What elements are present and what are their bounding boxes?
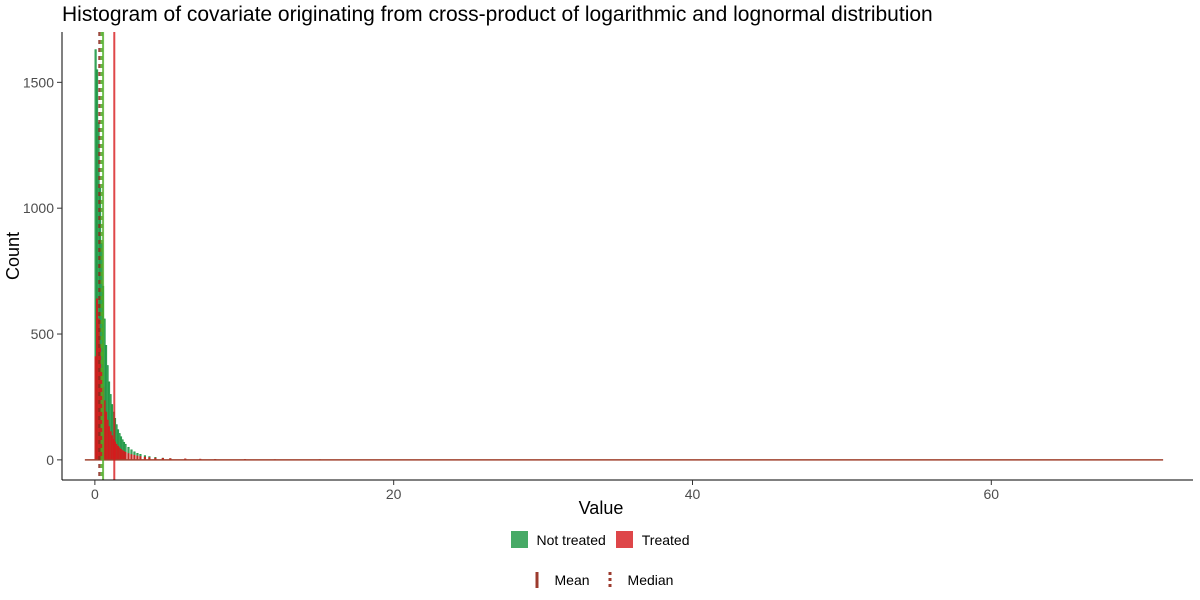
- chart-title: Histogram of covariate originating from …: [62, 3, 933, 26]
- x-tick-label-40: 40: [685, 486, 701, 502]
- x-tick-label-20: 20: [386, 486, 402, 502]
- axes-layer: 0 20 40 60 0 500 1000 1500: [23, 32, 1193, 502]
- y-axis-title: Count: [3, 232, 23, 280]
- legend-label-not-treated: Not treated: [536, 531, 606, 548]
- y-tick-label-0: 0: [46, 452, 54, 468]
- legend-label-mean: Mean: [554, 572, 590, 588]
- line-legend: Mean Median: [0, 570, 1200, 590]
- y-tick-label-500: 500: [31, 326, 55, 342]
- legend-swatch-treated: [615, 531, 633, 548]
- legend-key-mean: [535, 572, 539, 588]
- reference-lines-layer: [98, 32, 116, 480]
- x-axis-title: Value: [579, 498, 624, 518]
- legend-label-treated: Treated: [641, 531, 690, 548]
- legend-swatch-not-treated: [510, 531, 528, 548]
- legend-key-median: [608, 572, 612, 588]
- x-tick-label-0: 0: [91, 486, 99, 502]
- legend-item-mean: Mean: [527, 570, 590, 590]
- bars-layer: [84, 49, 1164, 461]
- x-tick-label-60: 60: [984, 486, 1000, 502]
- legend-label-median: Median: [627, 572, 674, 588]
- y-tick-label-1000: 1000: [23, 200, 54, 216]
- fill-legend: Not treated Treated: [0, 531, 1200, 548]
- legend-item-median: Median: [600, 570, 674, 590]
- histogram-bar-treated-20: [124, 452, 127, 461]
- legend-item-not-treated: Not treated: [510, 531, 606, 548]
- legend-item-treated: Treated: [615, 531, 690, 548]
- histogram-bar-treated-21: [127, 453, 130, 461]
- histogram-bar-treated-22: [130, 454, 133, 461]
- y-tick-label-1500: 1500: [23, 74, 54, 90]
